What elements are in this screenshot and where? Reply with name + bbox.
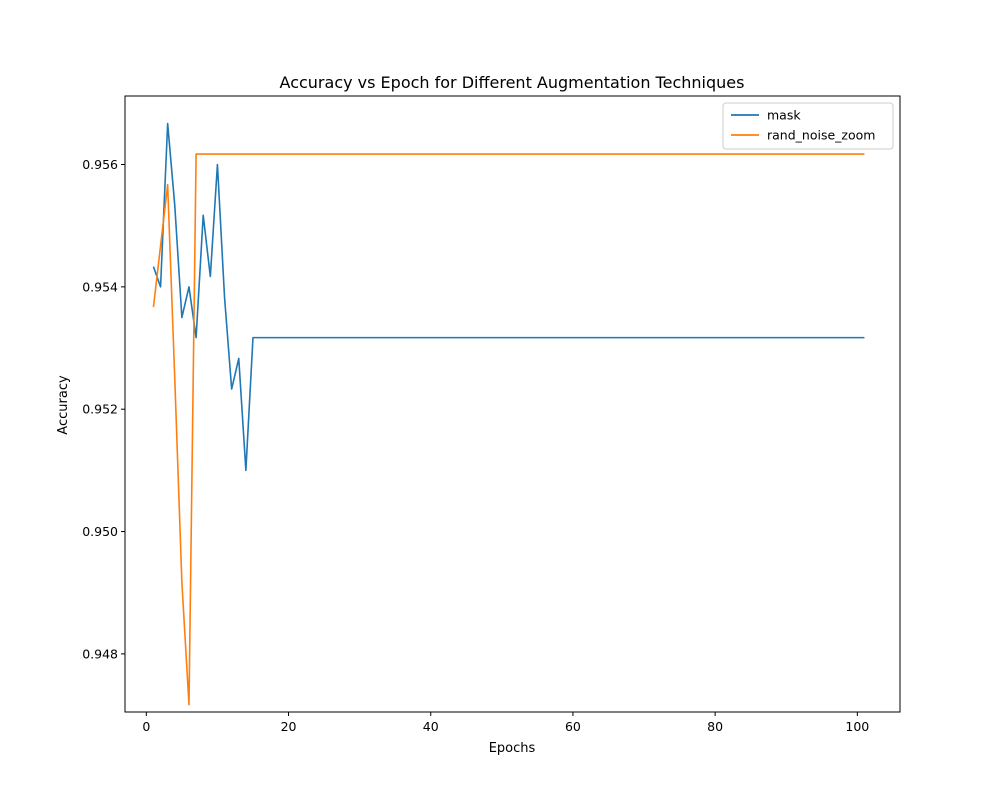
y-axis-label: Accuracy [56,375,71,435]
x-tick-label: 100 [845,719,869,734]
x-axis-label: Epochs [489,741,536,756]
series-line-mask [152,122,865,472]
x-tick-label: 60 [565,719,581,734]
x-tick-label: 40 [423,719,439,734]
y-tick-label: 0.952 [82,402,118,417]
legend-label-rand-noise-zoom: rand_noise_zoom [767,128,875,143]
x-tick-label: 20 [281,719,297,734]
y-tick-label: 0.956 [82,157,118,172]
series-line-rand-noise-zoom [152,153,865,706]
chart-title: Accuracy vs Epoch for Different Augmenta… [280,73,745,92]
y-tick-label: 0.954 [82,279,118,294]
legend-box [722,102,894,150]
axes-frame [124,95,901,713]
legend: mask rand_noise_zoom [722,102,894,150]
plot-area: 0 20 40 60 80 100 0.948 0.950 0.952 0.954 0.956 [82,95,901,734]
y-tick-label: 0.948 [82,646,118,661]
plot-background [125,96,900,712]
x-tick-label: 80 [707,719,723,734]
x-tick-label: 0 [142,719,150,734]
legend-label-mask: mask [767,108,801,123]
y-tick-label: 0.950 [82,524,118,539]
